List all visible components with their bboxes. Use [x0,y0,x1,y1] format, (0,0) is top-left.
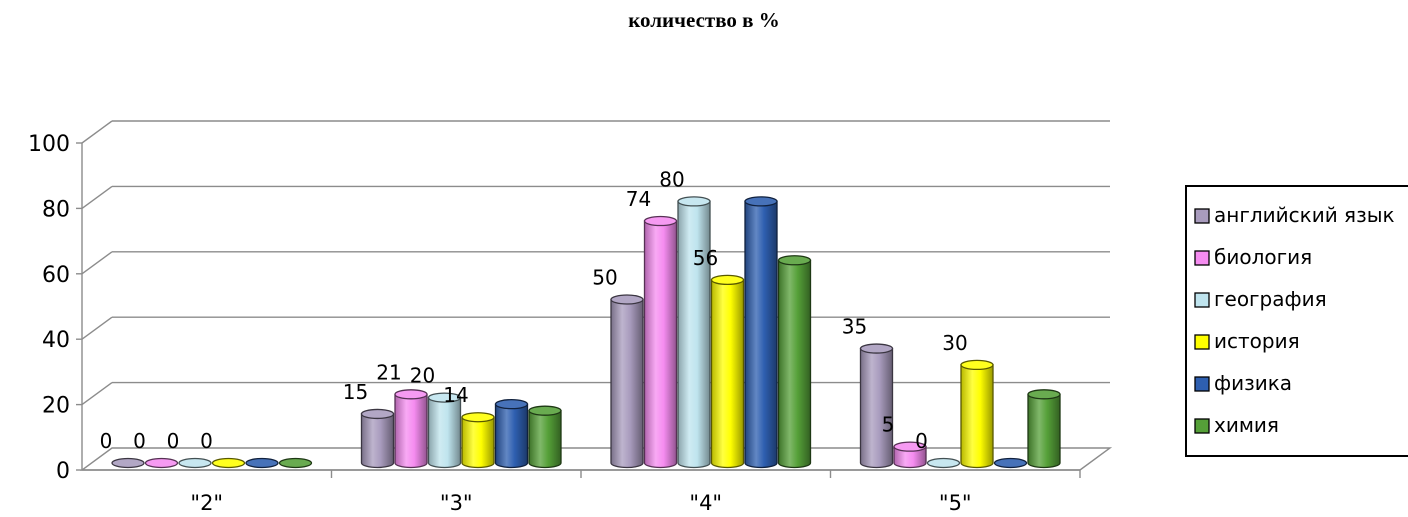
bar [643,215,678,469]
legend-item: английский язык [1194,203,1395,227]
legend-swatch [1194,292,1210,308]
legend-label: биология [1214,245,1312,269]
y-tick-label: 20 [42,394,70,419]
gridline-diag [81,251,113,275]
data-label: 21 [376,360,401,384]
legend-swatch [1194,376,1210,392]
legend-box [1185,185,1408,457]
legend-swatch [1194,250,1210,266]
bar [245,457,279,469]
data-label: 80 [659,167,684,191]
bar [960,359,994,469]
x-tick-label: "3" [440,491,473,515]
x-tick-label: "2" [190,491,223,515]
data-label: 0 [100,429,113,453]
data-label: 74 [626,187,651,211]
bar [1027,389,1061,469]
gridline-diag [81,120,113,144]
y-tick-label: 60 [42,263,70,288]
bar [144,457,179,469]
data-label: 14 [443,383,468,407]
bar [893,441,927,469]
data-label: 0 [915,429,928,453]
legend-swatch [1194,208,1210,224]
plot-area [79,120,1113,471]
legend-label: физика [1214,371,1292,395]
data-label: 0 [133,429,146,453]
x-tick-label: "4" [689,491,722,515]
y-tick-label: 40 [42,328,70,353]
legend-item: биология [1194,245,1312,269]
gridline-diag [81,316,113,340]
legend-label: химия [1214,413,1279,437]
bar [211,457,246,469]
legend-item: физика [1194,371,1292,395]
legend-swatch [1194,418,1210,434]
bar [461,412,495,469]
bar [993,457,1028,469]
chart-title: количество в % [628,8,780,32]
bar [677,196,711,469]
legend-swatch [1194,334,1210,350]
bar [528,405,562,469]
data-label: 35 [842,315,867,339]
bar [494,398,529,469]
bar [278,457,313,469]
legend-item: история [1194,329,1300,353]
gridline-diag [81,185,113,209]
legend-label: география [1214,287,1327,311]
bar [777,255,812,469]
bar [360,408,395,469]
legend-item: география [1194,287,1327,311]
bar [859,343,894,469]
data-label: 30 [942,331,967,355]
legend-item: химия [1194,413,1279,437]
legend: английский язык биология география история ф… [1185,185,1408,457]
data-label: 56 [693,246,718,270]
y-tick-label: 100 [28,132,70,157]
data-label: 5 [882,413,895,437]
bar [178,457,212,469]
data-label: 50 [592,266,617,290]
bar [427,392,462,469]
bar [926,457,961,469]
bar [111,457,145,469]
legend-label: английский язык [1214,203,1395,227]
y-tick-label: 80 [42,197,70,222]
y-tick-label: 0 [56,459,70,484]
data-label: 15 [343,380,368,404]
gridline-diag [81,382,113,406]
bar [394,389,428,469]
legend-label: история [1214,329,1300,353]
bar [710,274,745,469]
bars [111,196,1061,469]
data-label: 20 [410,364,435,388]
bar [744,196,778,469]
bar [610,294,644,469]
x-tick-label: "5" [939,491,972,515]
data-label: 0 [167,429,180,453]
data-label: 0 [200,429,213,453]
